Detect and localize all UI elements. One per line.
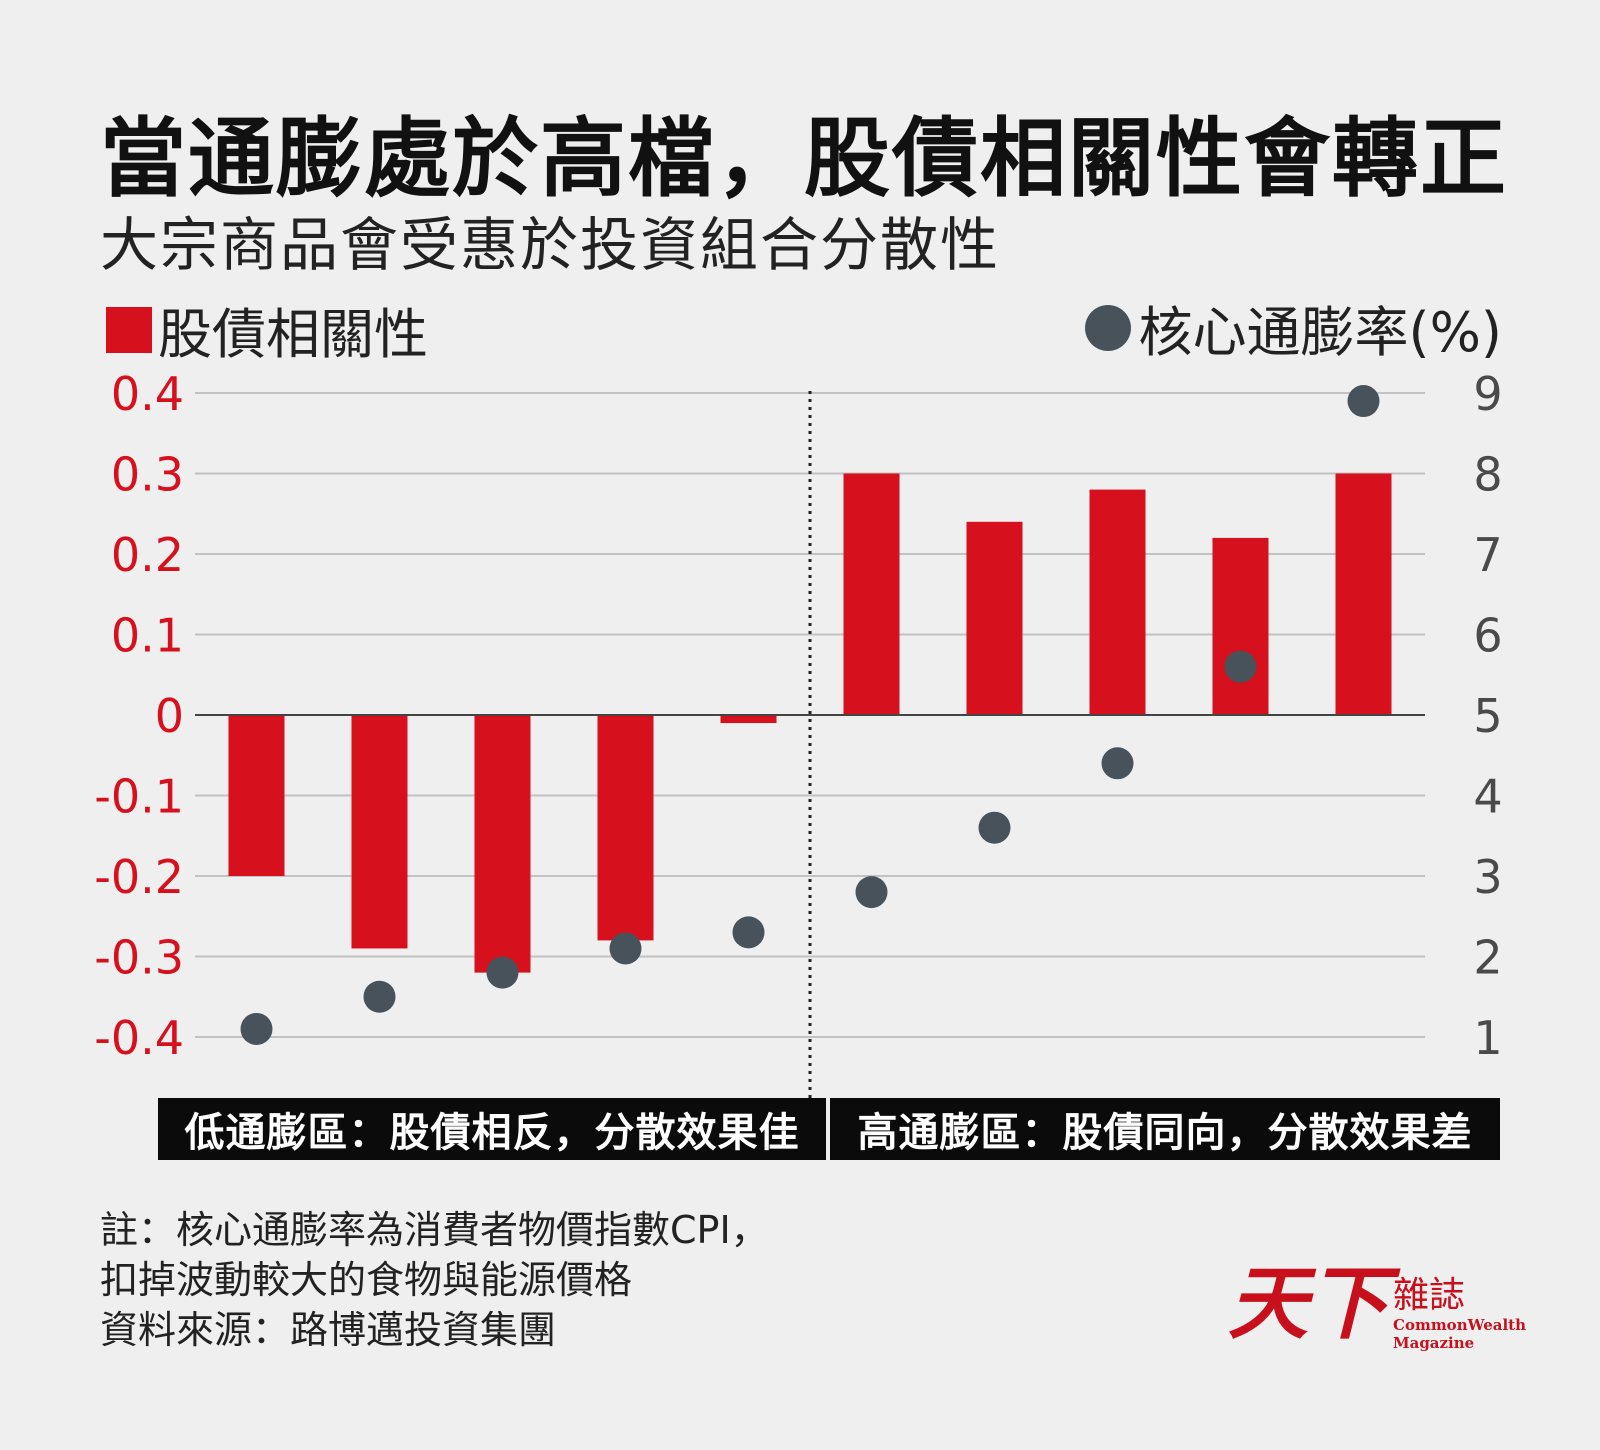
left-axis-tick-label: -0.1: [94, 770, 184, 824]
inflation-dot: [240, 1012, 273, 1045]
legend-bar: 股債相關性: [106, 290, 428, 369]
legend-dot-label: 核心通膨率(%): [1138, 301, 1502, 364]
right-axis-tick-label: 9: [1473, 367, 1502, 421]
inflation-dot: [855, 876, 888, 909]
right-axis-tick-label: 7: [1473, 528, 1502, 582]
bar: [966, 521, 1023, 715]
logo-zh: 雜誌: [1393, 1275, 1466, 1316]
left-axis-tick-label: 0.3: [111, 448, 184, 502]
right-axis-tick-label: 2: [1473, 931, 1502, 985]
chart-title: 當通膨處於高檔，股債相關性會轉正: [100, 109, 1508, 209]
source-line: 資料來源：路博邁投資集團: [100, 1308, 557, 1352]
left-axis-tick-label: -0.3: [94, 931, 184, 985]
bar: [1335, 473, 1392, 715]
bar: [1212, 537, 1269, 715]
chart-subtitle: 大宗商品會受惠於投資組合分散性: [100, 211, 1001, 279]
inflation-dot: [486, 956, 519, 989]
publisher-logo: 天下 雜誌 CommonWealth Magazine: [1228, 1256, 1526, 1378]
right-axis-tick-label: 3: [1473, 850, 1502, 904]
right-axis-tick-label: 4: [1473, 770, 1502, 824]
footnote-line: 扣掉波動較大的食物與能源價格: [100, 1258, 633, 1302]
inflation-dot: [978, 811, 1011, 844]
bar: [474, 715, 531, 973]
legend-dot: 核心通膨率(%): [1084, 288, 1502, 367]
bar: [351, 715, 408, 949]
right-axis-tick-label: 8: [1473, 448, 1502, 502]
inflation-dot: [1101, 747, 1134, 780]
bar: [228, 715, 285, 876]
footnote: 註：核心通膨率為消費者物價指數CPI， 扣掉波動較大的食物與能源價格 資料來源：…: [100, 1205, 769, 1355]
left-axis-tick-label: 0: [155, 689, 184, 743]
inflation-dot: [732, 916, 765, 949]
left-axis-tick-label: 0.1: [111, 609, 184, 663]
bar: [720, 715, 777, 724]
logo-en-line: Magazine: [1393, 1334, 1475, 1352]
logo-en: CommonWealth Magazine: [1393, 1316, 1526, 1352]
left-axis-tick-label: -0.4: [94, 1011, 184, 1065]
inflation-dot: [1224, 650, 1257, 683]
legend-bar-swatch: [106, 306, 152, 353]
logo-mark: 天下: [1228, 1256, 1388, 1350]
legend-bar-label: 股債相關性: [158, 303, 428, 366]
legend-dot-marker: [1084, 304, 1131, 351]
left-axis-tick-label: -0.2: [94, 850, 184, 904]
left-axis-tick-label: 0.4: [111, 367, 184, 421]
right-axis-tick-label: 6: [1473, 609, 1502, 663]
bar: [843, 473, 900, 715]
logo-en-line: CommonWealth: [1393, 1316, 1527, 1334]
right-axis-tick-label: 1: [1473, 1011, 1502, 1065]
bar: [597, 715, 654, 941]
inflation-dot: [1347, 385, 1380, 418]
zone-label-low-inflation: 低通膨區：股債相反，分散效果佳: [158, 1098, 826, 1160]
zone-label-high-inflation: 高通膨區：股債同向，分散效果差: [830, 1098, 1500, 1160]
right-axis-tick-label: 5: [1473, 689, 1502, 743]
inflation-dot: [363, 980, 396, 1013]
footnote-line: 註：核心通膨率為消費者物價指數CPI，: [100, 1208, 769, 1252]
left-axis-tick-label: 0.2: [111, 528, 184, 582]
bar: [1089, 489, 1146, 715]
inflation-dot: [609, 932, 642, 965]
